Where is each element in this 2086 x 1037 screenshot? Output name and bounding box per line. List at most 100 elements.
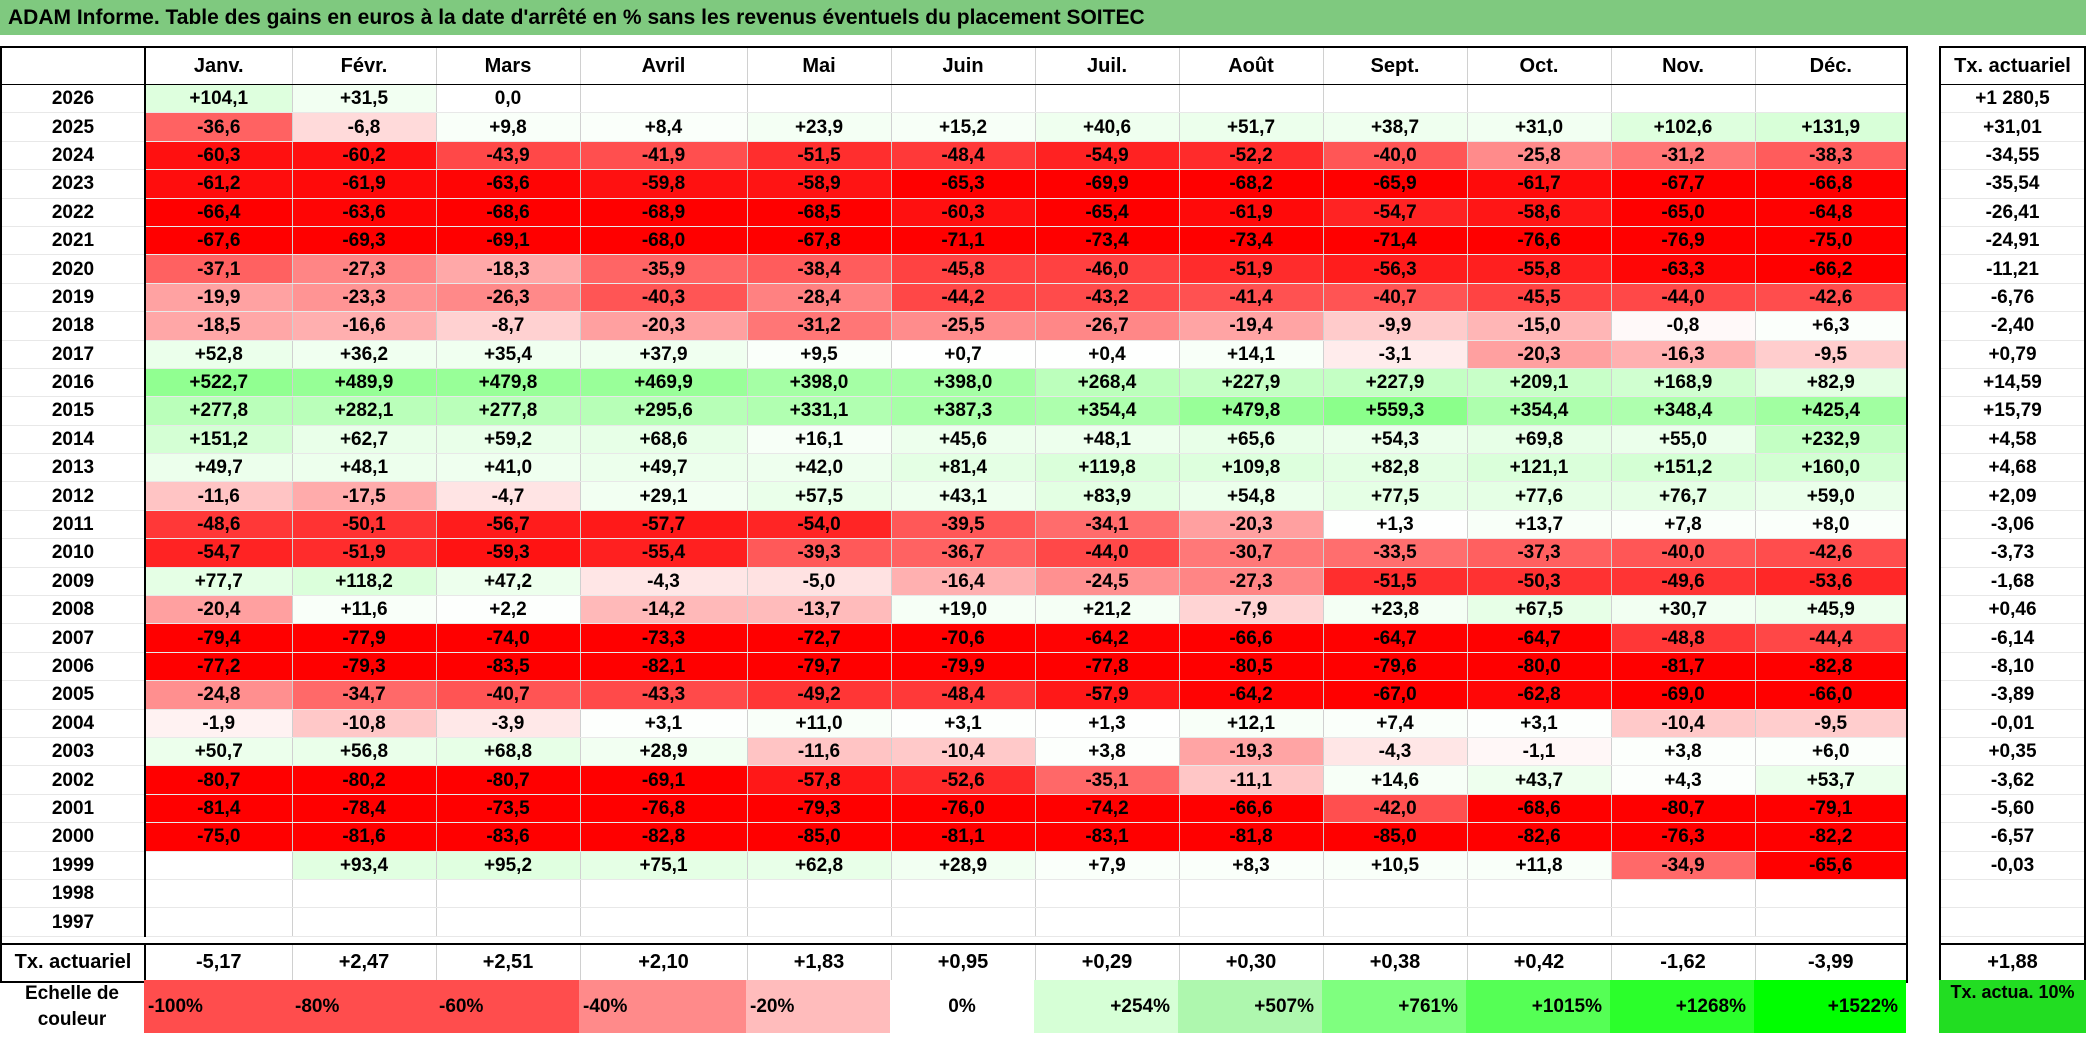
footer-rate-cell: +0,29 (1034, 942, 1180, 983)
actuarial-rate-cell: +1 280,5 (1939, 84, 2086, 114)
actuarial-rate-cell: -0,03 (1939, 851, 2086, 880)
table-row: -3,62 (1939, 765, 2086, 795)
gain-cell: -20,3 (1466, 340, 1612, 369)
gain-cell: +16,1 (746, 425, 892, 455)
gain-cell: -52,6 (890, 765, 1036, 795)
table-row: +0,35 (1939, 737, 2086, 767)
gain-cell: -11,6 (746, 737, 892, 767)
gain-cell: +31,0 (1466, 112, 1612, 142)
gain-cell: -73,3 (579, 623, 748, 653)
gain-cell (1322, 84, 1468, 114)
gain-cell: -68,9 (579, 198, 748, 227)
spacer-row (0, 936, 1908, 944)
gain-cell (1034, 879, 1180, 909)
gain-cell: -67,7 (1610, 169, 1756, 199)
table-row: -2,40 (1939, 311, 2086, 341)
gain-cell: +489,9 (291, 368, 437, 398)
gain-cell: -48,6 (144, 510, 293, 540)
gain-cell: -30,7 (1178, 538, 1324, 568)
gain-cell: -43,9 (435, 141, 581, 171)
year-cell: 2020 (0, 254, 146, 284)
gain-cell: -15,0 (1466, 311, 1612, 341)
gain-cell: -59,3 (435, 538, 581, 568)
gain-cell: +522,7 (144, 368, 293, 398)
footer-rate-cell: +2,47 (291, 942, 437, 983)
gain-cell: -49,2 (746, 680, 892, 710)
gain-cell: -40,0 (1322, 141, 1468, 171)
gain-cell: -42,6 (1754, 283, 1908, 313)
actuarial-rate-cell: -6,76 (1939, 283, 2086, 313)
gain-cell: -76,6 (1466, 226, 1612, 256)
header-row: Tx. actuariel (1939, 46, 2086, 85)
gain-cell: -70,6 (890, 623, 1036, 653)
year-cell: 2009 (0, 567, 146, 597)
gain-cell: -85,0 (1322, 822, 1468, 852)
gain-cell: -18,5 (144, 311, 293, 341)
gain-cell: -61,7 (1466, 169, 1612, 199)
gain-cell: +121,1 (1466, 453, 1612, 483)
gain-cell: -40,7 (435, 680, 581, 710)
gain-cell: +41,0 (435, 453, 581, 483)
gain-cell: -83,1 (1034, 822, 1180, 852)
gain-cell: +227,9 (1178, 368, 1324, 398)
gain-cell: +21,2 (1034, 595, 1180, 625)
year-cell: 2017 (0, 340, 146, 369)
gain-cell: +3,1 (890, 709, 1036, 738)
scale-row: Echelle de couleur -100% -80% -60% -40% -20% 0… (0, 980, 1906, 1033)
gain-cell: -56,7 (435, 510, 581, 540)
gain-cell: +48,1 (291, 453, 437, 483)
actuarial-rate-cell: +0,35 (1939, 737, 2086, 767)
gain-cell (579, 879, 748, 909)
gain-cell: -80,2 (291, 765, 437, 795)
actuarial-rate-cell (1939, 907, 2086, 937)
actuarial-rate-cell: +14,59 (1939, 368, 2086, 398)
gain-cell: +479,8 (435, 368, 581, 398)
year-cell: 2007 (0, 623, 146, 653)
gain-cell: +268,4 (1034, 368, 1180, 398)
actuarial-rate-cell: +0,46 (1939, 595, 2086, 625)
table-row: 2017 +52,8 +36,2 +35,4 +37,9 +9,5 +0,7 +0,4 +14,… (0, 340, 1908, 369)
month-header: Avril (579, 46, 748, 85)
table-row: 2011 -48,6 -50,1 -56,7 -57,7 -54,0 -39,5 -34,1-… (0, 510, 1908, 540)
table-row: +0,79 (1939, 340, 2086, 369)
gain-cell: -27,3 (291, 254, 437, 284)
gain-cell: +54,8 (1178, 481, 1324, 511)
table-row: 1997 (0, 907, 1908, 937)
gain-cell: -59,8 (579, 169, 748, 199)
gain-cell: -40,0 (1610, 538, 1756, 568)
gain-cell: +6,3 (1754, 311, 1908, 341)
table-row: -6,57 (1939, 822, 2086, 852)
gain-cell (1610, 907, 1756, 937)
year-cell: 2012 (0, 481, 146, 511)
year-cell: 2008 (0, 595, 146, 625)
actuarial-rate-cell: -3,62 (1939, 765, 2086, 795)
gain-cell: -8,7 (435, 311, 581, 341)
actuarial-rate-cell: -3,73 (1939, 538, 2086, 568)
gain-cell: +277,8 (435, 396, 581, 426)
table-row (1939, 879, 2086, 909)
gain-cell: -11,1 (1178, 765, 1324, 795)
gain-cell: -64,7 (1322, 623, 1468, 653)
gain-cell: -60,3 (890, 198, 1036, 227)
table-row: 2015 +277,8 +282,1 +277,8 +295,6 +331,1 +387,3… (0, 396, 1908, 426)
gain-cell: +277,8 (144, 396, 293, 426)
gain-cell: 0,0 (435, 84, 581, 114)
gain-cell: -79,4 (144, 623, 293, 653)
gain-cell: -66,8 (1754, 169, 1908, 199)
scale-label: Echelle de couleur (25, 982, 119, 1030)
gain-cell: -60,3 (144, 141, 293, 171)
footer-rate-cell: +2,10 (579, 942, 748, 983)
year-cell: 2021 (0, 226, 146, 256)
gain-cell: -6,8 (291, 112, 437, 142)
month-header: Août (1178, 46, 1324, 85)
gain-cell: -63,6 (435, 169, 581, 199)
gain-cell: +354,4 (1466, 396, 1612, 426)
gain-cell: -27,3 (1178, 567, 1324, 597)
gain-cell (1466, 84, 1612, 114)
gain-cell: +11,8 (1466, 851, 1612, 880)
year-cell: 2011 (0, 510, 146, 540)
gain-cell: -35,9 (579, 254, 748, 284)
gain-cell (746, 84, 892, 114)
table-row: 2009 +77,7 +118,2 +47,2 -4,3 -5,0 -16,4 -24,5 -2… (0, 567, 1908, 597)
gain-cell: -35,1 (1034, 765, 1180, 795)
